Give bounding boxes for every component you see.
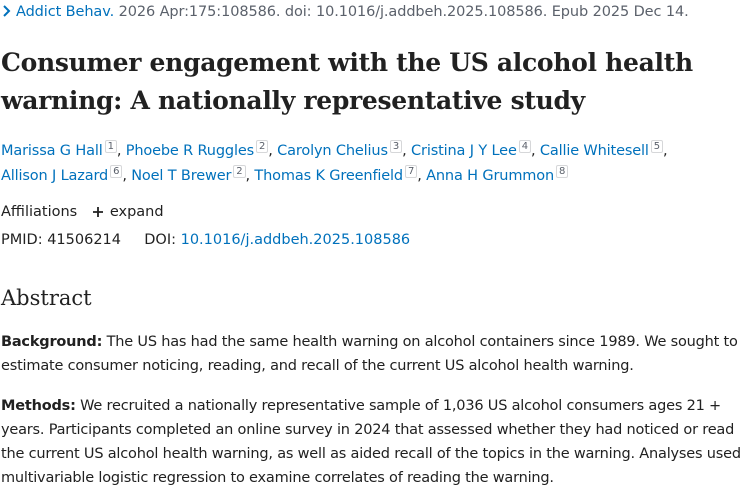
affiliation-number[interactable]: 3 — [389, 140, 403, 153]
author-name-link[interactable]: Callie Whitesell — [539, 143, 649, 159]
author-name-link[interactable]: Marissa G Hall — [1, 143, 103, 159]
author-name-link[interactable]: Cristina J Y Lee — [411, 143, 517, 159]
doi-link[interactable]: 10.1016/j.addbeh.2025.108586 — [180, 232, 411, 248]
author-item: Cristina J Y Lee 4 — [411, 140, 531, 159]
affiliations-expand-button[interactable]: expand — [92, 204, 164, 220]
author-name-link[interactable]: Anna H Grummon — [426, 168, 555, 184]
author-item: Noel T Brewer 2 — [131, 165, 246, 184]
background-text: The US has had the same health warning o… — [1, 334, 738, 374]
citation-line: Addict Behav. 2026 Apr:175:108586. doi: … — [2, 4, 689, 21]
author-name-link[interactable]: Phoebe R Ruggles — [125, 143, 255, 159]
affiliation-number[interactable]: 2 — [256, 140, 269, 153]
journal-link[interactable]: Addict Behav. — [16, 4, 115, 20]
identifiers-row: PMID: 41506214 DOI: 10.1016/j.addbeh.202… — [1, 232, 410, 248]
article-title: Consumer engagement with the US alcohol … — [1, 48, 693, 115]
affiliations-label: Affiliations — [1, 204, 78, 220]
methods-label: Methods: — [1, 398, 76, 414]
affiliation-number[interactable]: 5 — [650, 140, 663, 153]
author-name-link[interactable]: Allison J Lazard — [1, 168, 109, 184]
affiliation-number[interactable]: 8 — [556, 165, 569, 178]
author-item: Allison J Lazard 6 — [1, 165, 123, 184]
affiliation-number[interactable]: 1 — [104, 140, 117, 153]
affiliation-number[interactable]: 2 — [233, 165, 246, 178]
methods-text: We recruited a nationally representative… — [1, 398, 741, 486]
chevron-right-icon[interactable] — [2, 5, 12, 21]
affiliation-number[interactable]: 7 — [404, 165, 418, 178]
author-name-link[interactable]: Carolyn Chelius — [277, 143, 388, 159]
citation-details: 2026 Apr:175:108586. doi: 10.1016/j.addb… — [118, 4, 689, 20]
author-item: Callie Whitesell 5 — [539, 140, 663, 159]
doi-label: DOI: — [144, 232, 176, 248]
author-list: Marissa G Hall 1, Phoebe R Ruggles 2, Caro… — [1, 140, 668, 184]
author-name-link[interactable]: Thomas K Greenfield — [254, 168, 403, 184]
pmid-value: 41506214 — [47, 232, 122, 248]
expand-label: expand — [109, 204, 164, 220]
background-label: Background: — [1, 334, 103, 350]
affiliation-number[interactable]: 4 — [518, 140, 531, 153]
plus-icon — [92, 206, 104, 222]
author-item: Marissa G Hall 1 — [1, 140, 117, 159]
affiliation-number[interactable]: 6 — [110, 165, 123, 178]
author-item: Carolyn Chelius 3 — [277, 140, 403, 159]
author-item: Phoebe R Ruggles 2 — [125, 140, 269, 159]
abstract-methods: Methods: We recruited a nationally repre… — [1, 394, 749, 490]
author-name-link[interactable]: Noel T Brewer — [131, 168, 232, 184]
pmid-label: PMID: — [1, 232, 43, 248]
abstract-background: Background: The US has had the same heal… — [1, 330, 749, 378]
affiliations-row: Affiliations expand — [1, 204, 164, 222]
abstract-heading: Abstract — [1, 286, 92, 310]
author-item: Anna H Grummon 8 — [426, 165, 569, 184]
author-item: Thomas K Greenfield 7 — [254, 165, 418, 184]
